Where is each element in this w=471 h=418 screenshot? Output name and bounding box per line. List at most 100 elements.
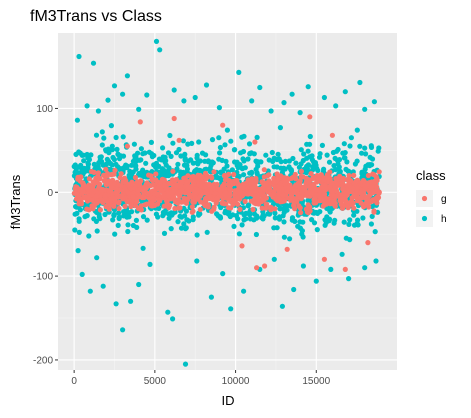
point-g-band: [351, 205, 357, 211]
point-h-band: [109, 143, 115, 149]
point-h-band: [241, 212, 247, 218]
point-g-band: [93, 193, 99, 199]
point-g-band: [345, 205, 351, 211]
point-h-band: [215, 213, 221, 219]
point-g-band: [370, 171, 376, 177]
point-h-band: [253, 231, 259, 238]
point-g-band: [197, 206, 203, 213]
point-h-band: [86, 157, 92, 163]
point-g-band: [74, 184, 80, 191]
point-g-band: [90, 203, 96, 209]
point-g-band: [255, 198, 261, 204]
point-h-band: [300, 234, 306, 240]
point-g-band: [334, 189, 340, 195]
point-g-band: [327, 183, 333, 189]
point-h: [181, 98, 187, 104]
point-g-band: [277, 197, 283, 203]
point-h-band: [307, 154, 313, 160]
point-g-band: [122, 175, 128, 181]
point-h-band: [103, 147, 109, 153]
point-g-band: [192, 190, 198, 196]
point-h: [362, 265, 368, 271]
point-h-band: [184, 169, 190, 175]
point-h-band: [225, 211, 231, 217]
point-h-band: [295, 223, 301, 229]
point-h-band: [254, 134, 260, 140]
point-g-band: [124, 199, 130, 205]
point-h-band: [281, 234, 287, 240]
point-h-band: [143, 160, 149, 166]
point-h-band: [178, 153, 184, 159]
point-g-band: [226, 197, 232, 203]
point-g-band: [114, 191, 120, 197]
point-g-band: [310, 174, 317, 181]
point-h: [147, 261, 153, 267]
point-h-band: [189, 140, 195, 146]
legend-label-h: h: [441, 214, 447, 225]
point-g-band: [374, 196, 380, 203]
point-h-band: [347, 143, 353, 149]
point-h-band: [281, 219, 287, 225]
point-h-band: [277, 206, 283, 212]
point-g-band: [171, 188, 177, 194]
point-h-band: [183, 225, 189, 231]
point-h: [297, 110, 303, 116]
point-g-band: [97, 207, 103, 213]
point-h: [171, 87, 177, 93]
point-h-band: [222, 142, 228, 148]
y-tick-label: -200: [33, 355, 53, 366]
point-g-band: [145, 191, 151, 197]
point-g-band: [135, 179, 141, 185]
point-h-band: [194, 155, 200, 161]
point-h-band: [332, 155, 338, 161]
point-h-band: [293, 160, 299, 166]
point-h-band: [216, 135, 222, 141]
point-g-band: [365, 172, 371, 179]
point-h: [279, 303, 285, 309]
point-h-band: [277, 125, 283, 131]
point-h-band: [178, 225, 185, 231]
point-g-band: [197, 193, 203, 199]
point-g-band: [151, 195, 157, 201]
point-g-band: [333, 193, 339, 199]
point-g-band: [264, 201, 270, 207]
point-g-band: [128, 202, 134, 208]
point-g-band: [159, 176, 165, 182]
point-g-band: [344, 192, 350, 198]
point-h-band: [305, 162, 311, 168]
point-g-band: [185, 173, 191, 179]
point-g-band: [251, 189, 257, 195]
point-h-band: [162, 159, 168, 165]
point-h-band: [72, 211, 78, 217]
point-g: [262, 263, 268, 269]
point-g-band: [189, 209, 195, 215]
point-h-band: [84, 213, 90, 219]
point-h: [165, 309, 171, 315]
point-h: [357, 79, 363, 86]
point-h-band: [263, 152, 269, 158]
point-h-band: [114, 146, 120, 152]
point-g-band: [235, 201, 241, 207]
point-h: [157, 47, 163, 53]
point-g-band: [205, 202, 211, 208]
point-g-band: [292, 189, 299, 195]
point-g: [321, 256, 327, 262]
point-h: [289, 91, 295, 97]
point-h-band: [251, 217, 257, 223]
point-g-band: [261, 181, 267, 187]
point-h-band: [167, 132, 173, 139]
point-g-band: [162, 182, 168, 188]
point-g-band: [111, 197, 117, 203]
point-g-band: [242, 198, 248, 204]
point-h-band: [278, 165, 284, 171]
point-g-band: [75, 176, 81, 182]
point-h-band: [235, 173, 241, 179]
point-h: [291, 286, 297, 293]
point-g-band: [151, 182, 157, 188]
point-g-band: [261, 174, 267, 180]
point-g-band: [227, 183, 233, 189]
point-g-band: [130, 194, 136, 200]
point-h: [305, 84, 311, 90]
point-g-band: [76, 201, 82, 207]
point-h-band: [126, 172, 132, 178]
